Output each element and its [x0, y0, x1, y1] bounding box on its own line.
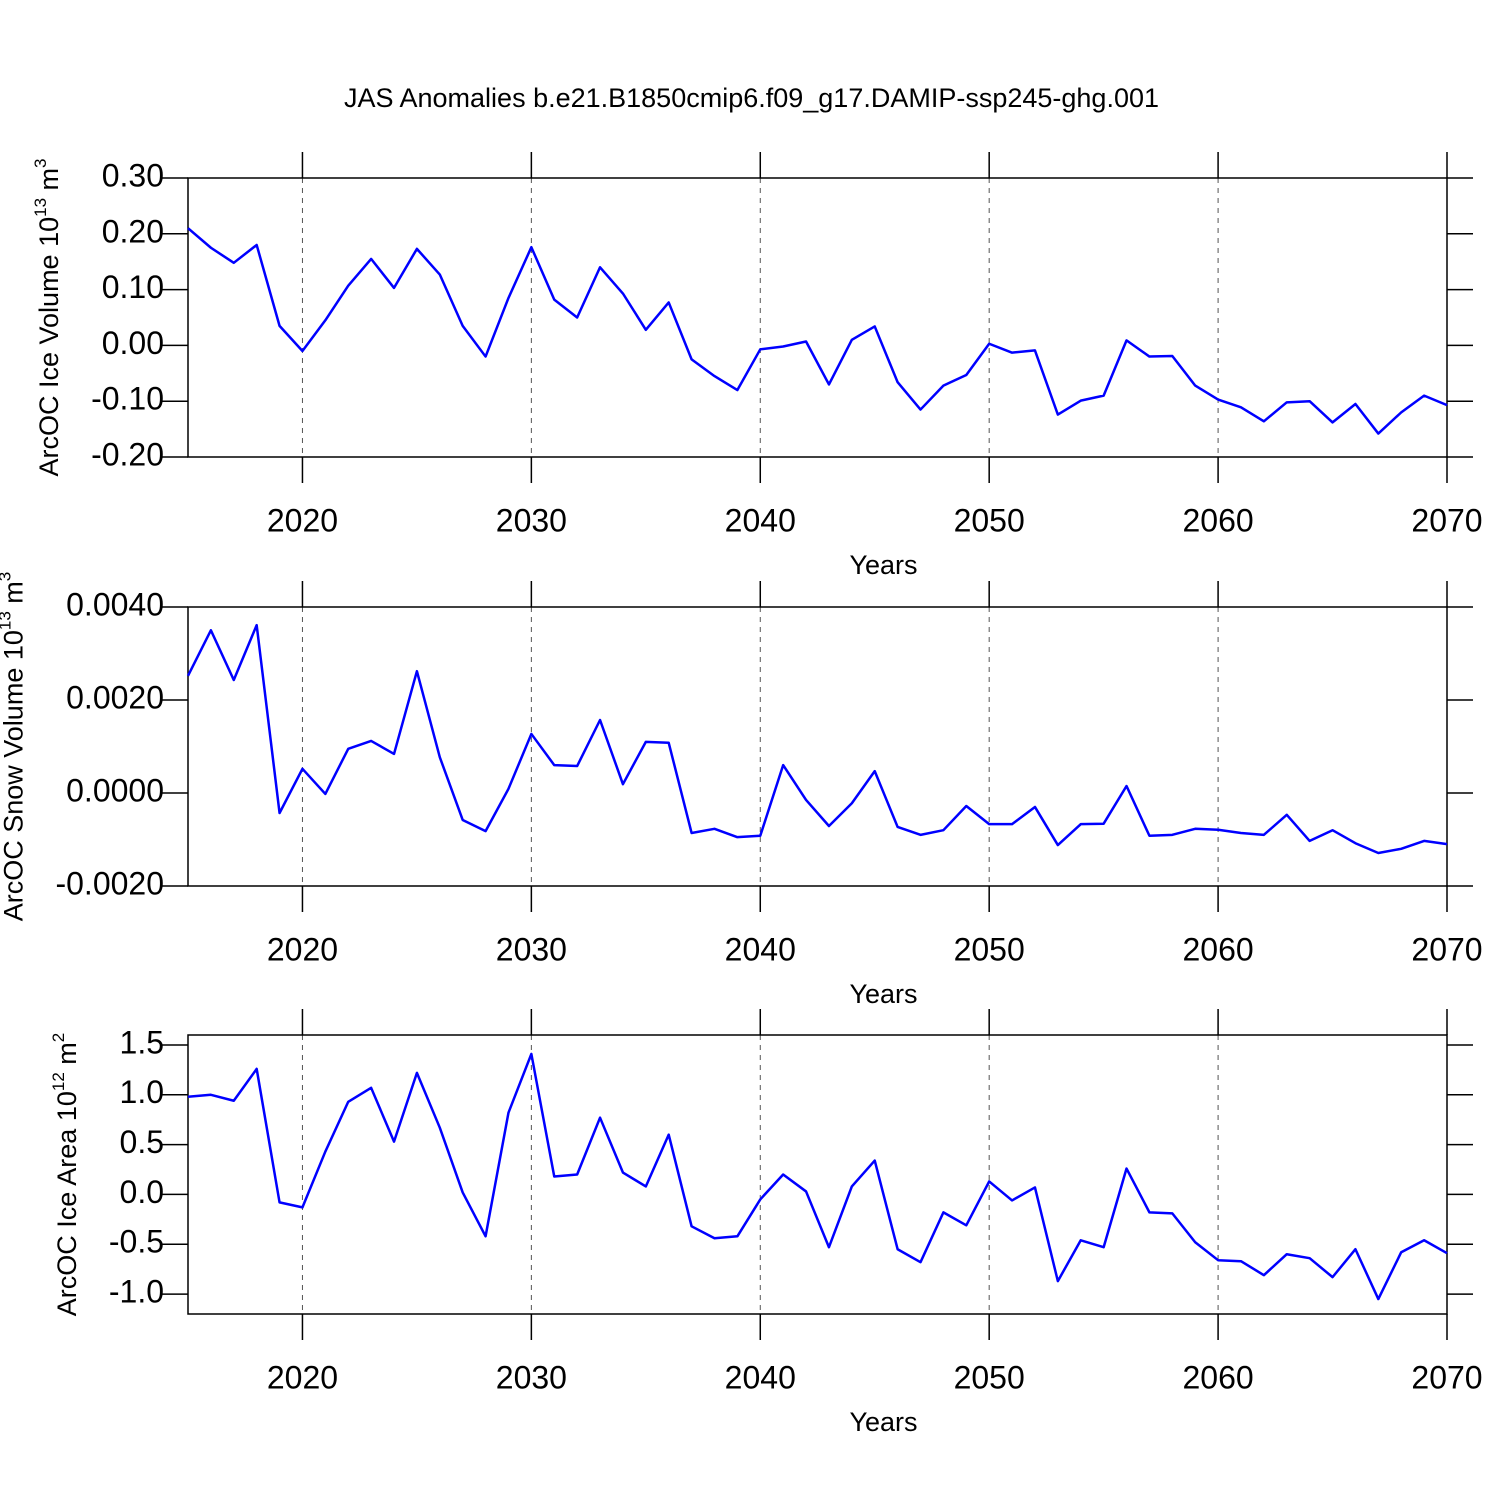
x-tick-label: 2060: [1182, 931, 1253, 967]
x-tick-label: 2030: [496, 931, 567, 967]
chart-title: JAS Anomalies b.e21.B1850cmip6.f09_g17.D…: [344, 83, 1159, 113]
x-tick-label: 2040: [725, 931, 796, 967]
y-axis-label-part: ArcOC Ice Area 10: [52, 1091, 82, 1316]
y-axis-label: ArcOC Ice Area 1012 m2: [49, 1033, 82, 1317]
y-tick-label: 0.20: [102, 213, 164, 249]
x-axis-label: Years: [849, 979, 917, 1009]
y-tick-label: 1.5: [120, 1024, 164, 1060]
x-tick-label: 2030: [496, 502, 567, 538]
x-tick-label: 2020: [267, 502, 338, 538]
x-tick-label: 2050: [954, 931, 1025, 967]
x-tick-label: 2040: [725, 502, 796, 538]
y-tick-label: 0.0020: [66, 679, 164, 715]
y-tick-label: 0.5: [120, 1124, 164, 1160]
x-tick-label: 2030: [496, 1359, 567, 1395]
y-tick-label: -0.10: [91, 381, 164, 417]
y-axis-label-part: ArcOC Snow Volume 10: [0, 630, 29, 921]
y-tick-label: -1.0: [109, 1274, 164, 1310]
y-axis-label-part: ArcOC Ice Volume 10: [34, 217, 64, 477]
plot-frame: [187, 606, 1448, 887]
x-tick-label: 2060: [1182, 1359, 1253, 1395]
x-tick-label: 2050: [954, 1359, 1025, 1395]
plot-frame: [187, 1034, 1448, 1315]
x-axis-label: Years: [849, 550, 917, 580]
y-tick-label: 0.30: [102, 157, 164, 193]
x-tick-label: 2020: [267, 1359, 338, 1395]
x-tick-label: 2070: [1411, 931, 1482, 967]
y-tick-label: 0.0: [120, 1174, 164, 1210]
y-tick-label: 1.0: [120, 1074, 164, 1110]
y-tick-label: 0.00: [102, 325, 164, 361]
x-tick-label: 2070: [1411, 1359, 1482, 1395]
y-axis-label-part: 13: [0, 611, 14, 630]
y-axis-label-part: 3: [31, 158, 50, 167]
y-axis-label-part: 3: [0, 572, 14, 581]
y-tick-label: 0.10: [102, 269, 164, 305]
y-axis-label-part: m: [0, 581, 29, 611]
plot-frame: [187, 177, 1448, 458]
x-tick-label: 2040: [725, 1359, 796, 1395]
x-tick-label: 2050: [954, 502, 1025, 538]
y-tick-label: 0.0000: [66, 772, 164, 808]
y-axis-label-part: m: [52, 1042, 82, 1072]
y-axis-label-part: 13: [31, 198, 50, 217]
data-line: [187, 1052, 1448, 1301]
y-axis-label-part: 12: [49, 1072, 68, 1091]
x-tick-label: 2020: [267, 931, 338, 967]
y-axis-label: ArcOC Snow Volume 1013 m3: [0, 572, 29, 922]
y-tick-label: -0.5: [109, 1224, 164, 1260]
y-axis-label: ArcOC Ice Volume 1013 m3: [31, 158, 64, 476]
y-tick-label: -0.0020: [55, 865, 164, 901]
y-tick-label: 0.0040: [66, 586, 164, 622]
y-tick-label: -0.20: [91, 436, 164, 472]
y-axis-label-part: m: [34, 168, 64, 198]
data-line: [187, 227, 1448, 435]
y-axis-label-part: 2: [49, 1033, 68, 1042]
x-tick-label: 2070: [1411, 502, 1482, 538]
x-axis-label: Years: [849, 1407, 917, 1437]
x-tick-label: 2060: [1182, 502, 1253, 538]
data-line: [186, 623, 1448, 855]
